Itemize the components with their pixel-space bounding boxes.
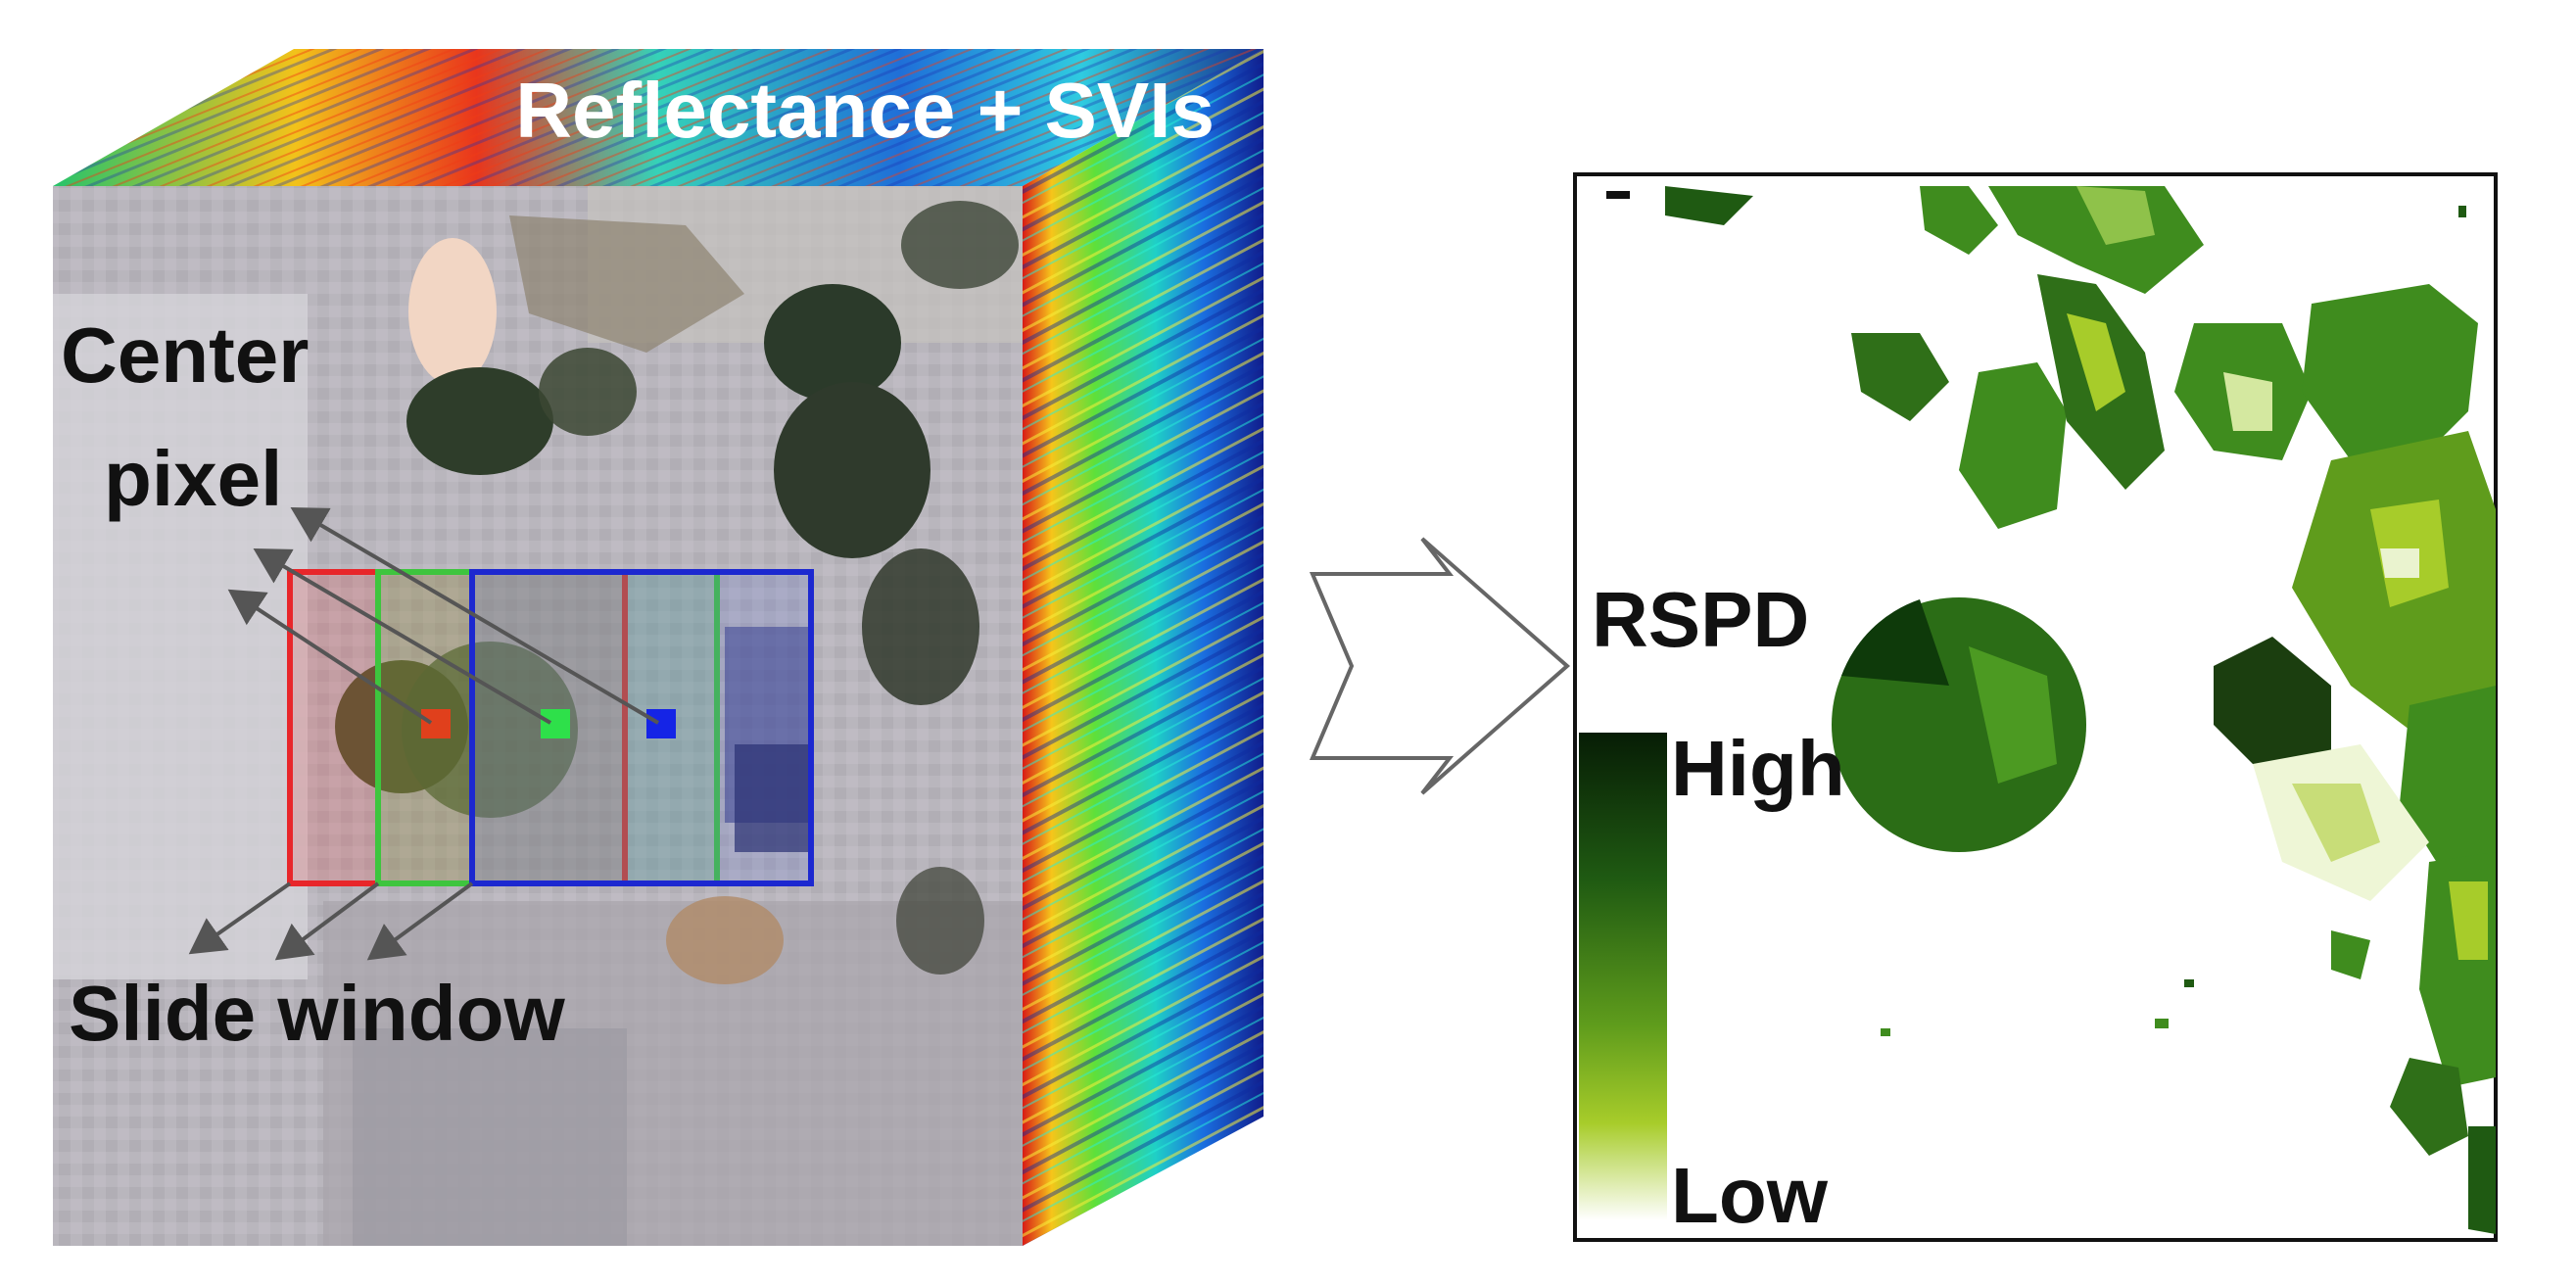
legend-high-label: High bbox=[1671, 725, 1845, 812]
green-center-pixel bbox=[541, 709, 570, 738]
center-pixel-arrows bbox=[227, 506, 660, 725]
blue-center-pixel bbox=[646, 709, 676, 738]
center-label-line2: pixel bbox=[104, 435, 282, 522]
vegetation-patches bbox=[1606, 186, 2496, 1234]
slide-window-arrows bbox=[188, 881, 474, 961]
transform-arrow bbox=[1309, 537, 1571, 795]
slide-window-label: Slide window bbox=[69, 970, 565, 1057]
legend-colorbar bbox=[1579, 733, 1667, 1220]
legend-low-label: Low bbox=[1671, 1152, 1829, 1239]
rspd-map: RSPD High Low bbox=[1573, 172, 2498, 1242]
map-title: RSPD bbox=[1592, 576, 1809, 663]
slide-windows bbox=[287, 569, 814, 886]
hyperspectral-cube: Reflectance + SVIs Center pixel Slide wi… bbox=[53, 49, 1264, 1246]
red-center-pixel bbox=[421, 709, 451, 738]
center-label-line1: Center bbox=[61, 311, 309, 399]
blue-window bbox=[469, 569, 814, 886]
cube-top-label: Reflectance + SVIs bbox=[515, 67, 1215, 154]
aerial-image bbox=[53, 186, 1023, 1246]
